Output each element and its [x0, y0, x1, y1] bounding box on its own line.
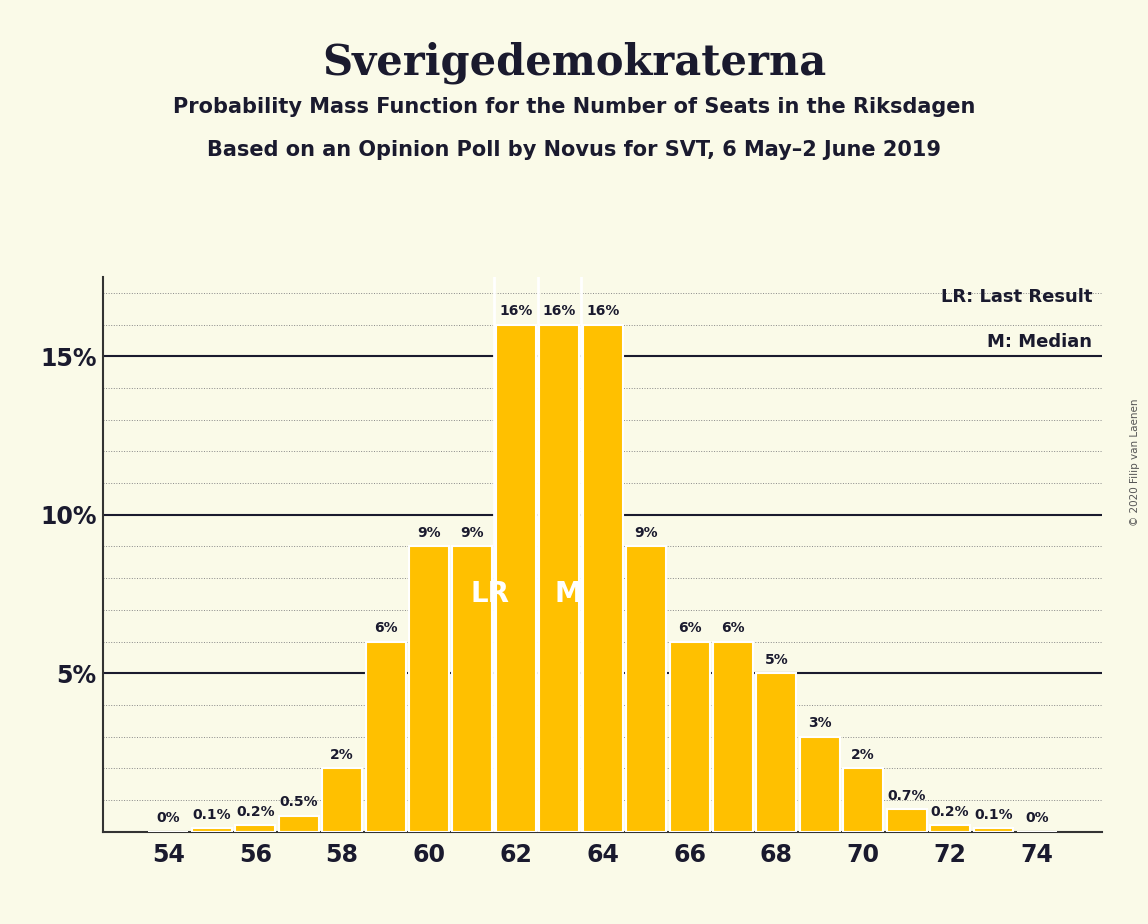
Text: 9%: 9%	[635, 526, 658, 541]
Bar	[757, 674, 797, 832]
Text: 9%: 9%	[417, 526, 441, 541]
Bar	[669, 641, 709, 832]
Text: 16%: 16%	[585, 304, 620, 319]
Text: 0.7%: 0.7%	[887, 789, 926, 803]
Text: 9%: 9%	[460, 526, 484, 541]
Text: Probability Mass Function for the Number of Seats in the Riksdagen: Probability Mass Function for the Number…	[173, 97, 975, 117]
Bar	[235, 825, 276, 832]
Text: 2%: 2%	[331, 748, 354, 762]
Text: 0%: 0%	[156, 811, 180, 825]
Text: 0.1%: 0.1%	[975, 808, 1013, 822]
Bar	[844, 768, 883, 832]
Text: 2%: 2%	[852, 748, 875, 762]
Bar	[496, 324, 536, 832]
Text: 16%: 16%	[543, 304, 576, 319]
Bar	[800, 736, 840, 832]
Text: 6%: 6%	[374, 621, 397, 635]
Bar	[540, 324, 580, 832]
Bar	[713, 641, 753, 832]
Bar	[452, 546, 492, 832]
Bar	[192, 829, 232, 832]
Text: 0.2%: 0.2%	[931, 805, 969, 819]
Text: 5%: 5%	[765, 653, 789, 667]
Text: 3%: 3%	[808, 716, 831, 730]
Text: Based on an Opinion Poll by Novus for SVT, 6 May–2 June 2019: Based on an Opinion Poll by Novus for SV…	[207, 140, 941, 161]
Bar	[323, 768, 362, 832]
Text: 0.1%: 0.1%	[193, 808, 231, 822]
Bar	[365, 641, 405, 832]
Text: © 2020 Filip van Laenen: © 2020 Filip van Laenen	[1130, 398, 1140, 526]
Text: 0.5%: 0.5%	[279, 796, 318, 809]
Text: LR: Last Result: LR: Last Result	[940, 288, 1092, 306]
Text: 0%: 0%	[1025, 811, 1049, 825]
Text: 6%: 6%	[721, 621, 745, 635]
Text: 16%: 16%	[499, 304, 533, 319]
Bar	[583, 324, 622, 832]
Bar	[886, 809, 926, 832]
Bar	[279, 816, 319, 832]
Text: 0.2%: 0.2%	[236, 805, 274, 819]
Bar	[974, 829, 1014, 832]
Text: 6%: 6%	[677, 621, 701, 635]
Bar	[409, 546, 449, 832]
Text: M: Median: M: Median	[987, 333, 1092, 350]
Bar	[626, 546, 666, 832]
Text: Sverigedemokraterna: Sverigedemokraterna	[321, 42, 827, 84]
Text: LR: LR	[471, 580, 510, 608]
Bar	[930, 825, 970, 832]
Text: M: M	[554, 580, 582, 608]
